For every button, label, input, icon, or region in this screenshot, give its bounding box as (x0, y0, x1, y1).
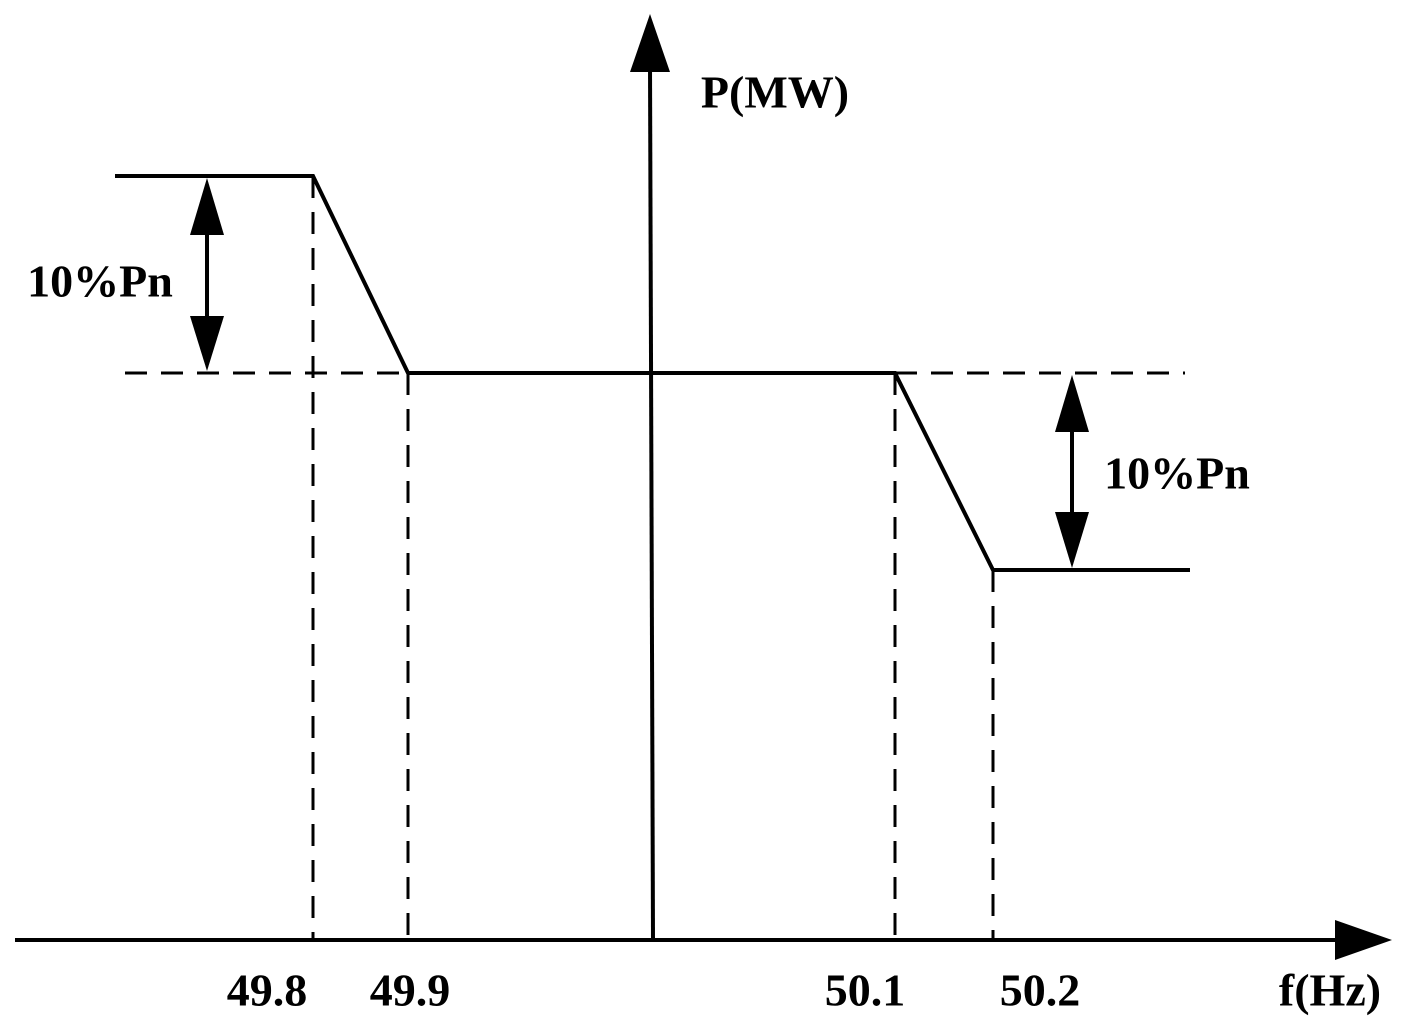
arrow-head (1055, 375, 1089, 432)
annotation: 10%Pn (27, 256, 173, 307)
arrow-head (190, 178, 224, 235)
characteristic-line (115, 174, 1190, 572)
x-axis-label: f(Hz) (1279, 965, 1381, 1016)
tick-label: 50.1 (825, 965, 906, 1016)
tick-label: 49.8 (227, 965, 308, 1016)
tick-label: 50.2 (1000, 965, 1081, 1016)
y-axis-label: P(MW) (701, 67, 849, 118)
y-axis (648, 64, 655, 941)
y-axis-arrow (630, 14, 670, 72)
tick-label: 49.9 (370, 965, 451, 1016)
arrow-head (1055, 512, 1089, 568)
x-axis-arrow (1335, 920, 1392, 960)
annotation: 10%Pn (1104, 448, 1250, 499)
arrow-head (190, 316, 224, 371)
